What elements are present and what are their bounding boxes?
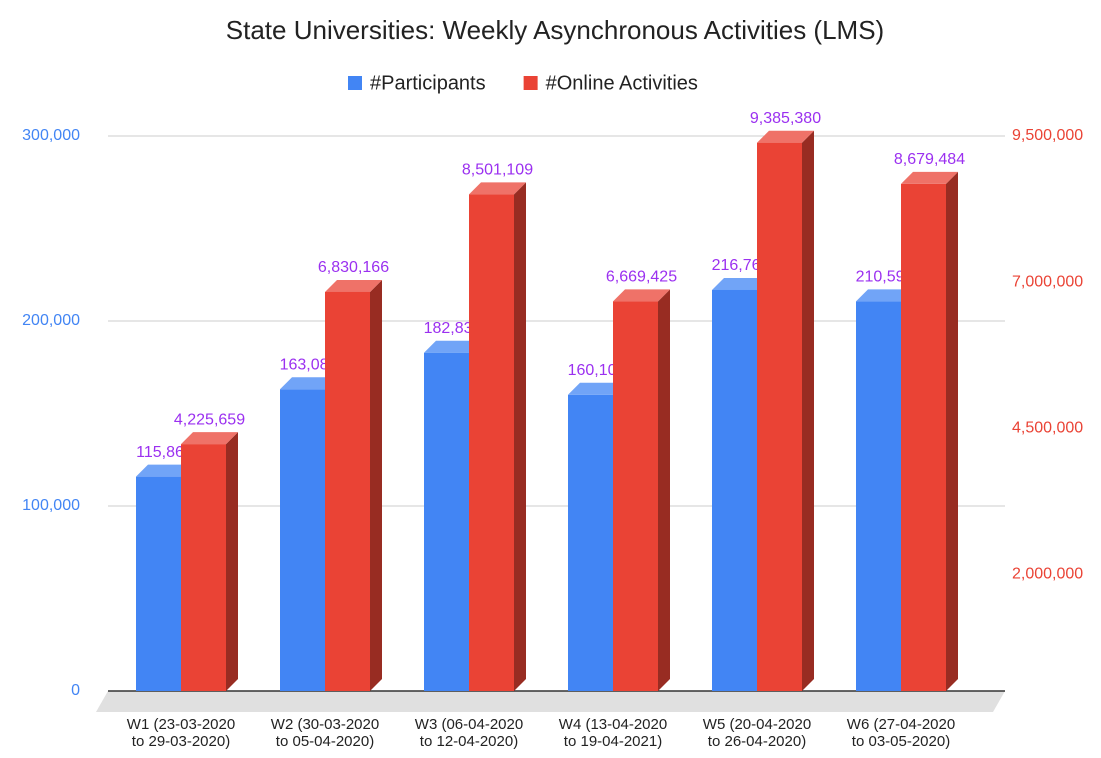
value-label: 160,108 bbox=[568, 362, 626, 379]
bar bbox=[712, 289, 757, 691]
value-label: 210,596 bbox=[856, 269, 914, 286]
value-label: 6,669,425 bbox=[606, 269, 677, 286]
bar-top bbox=[613, 289, 670, 302]
bar-top bbox=[136, 464, 193, 477]
bar-top bbox=[325, 279, 382, 292]
x-tick-label: W1 (23-03-2020 to 29-03-2020) bbox=[126, 716, 236, 750]
bar-top bbox=[856, 289, 913, 302]
y2-tick-label: 7,000,000 bbox=[1012, 273, 1083, 290]
bar-side bbox=[514, 182, 526, 691]
value-label: 163,086 bbox=[280, 357, 338, 374]
bar-side bbox=[226, 432, 238, 691]
bar-top bbox=[181, 432, 238, 445]
bar-side bbox=[370, 279, 382, 691]
value-label: 115,867 bbox=[136, 444, 193, 461]
bar-top bbox=[757, 130, 814, 143]
value-label: 8,501,109 bbox=[462, 162, 533, 179]
value-label: 182,838 bbox=[424, 320, 482, 337]
bar bbox=[280, 389, 325, 691]
x-tick-label: W2 (30-03-2020 to 05-04-2020) bbox=[270, 716, 380, 750]
bar-top bbox=[424, 340, 481, 353]
bar-top bbox=[712, 277, 769, 290]
y-tick-label: 0 bbox=[71, 682, 80, 699]
bar bbox=[757, 142, 802, 691]
y-tick-label: 200,000 bbox=[22, 312, 80, 329]
y-tick-label: 100,000 bbox=[22, 497, 80, 514]
bar bbox=[325, 291, 370, 691]
y2-tick-label: 4,500,000 bbox=[1012, 419, 1083, 436]
value-label: 4,225,659 bbox=[174, 411, 245, 428]
bar-top bbox=[280, 377, 337, 390]
bar bbox=[901, 183, 946, 691]
legend-label: #Participants bbox=[370, 72, 486, 94]
value-label: 8,679,484 bbox=[894, 151, 965, 168]
x-tick-label: W4 (13-04-2020 to 19-04-2021) bbox=[558, 716, 668, 750]
x-tick-label: W5 (20-04-2020 to 26-04-2020) bbox=[702, 716, 812, 750]
bar bbox=[424, 352, 469, 691]
legend-swatch bbox=[523, 76, 538, 90]
bar bbox=[136, 476, 181, 691]
value-label: 9,385,380 bbox=[750, 110, 821, 127]
bar-top bbox=[901, 171, 958, 184]
chart-title: State Universities: Weekly Asynchronous … bbox=[226, 15, 884, 45]
bar-side bbox=[802, 130, 814, 691]
value-label: 216,760 bbox=[712, 257, 770, 274]
bar bbox=[568, 394, 613, 691]
bar-side bbox=[658, 289, 670, 691]
legend-swatch bbox=[348, 76, 362, 90]
y2-tick-label: 9,500,000 bbox=[1012, 127, 1083, 144]
x-tick-label: W6 (27-04-2020 to 03-05-2020) bbox=[846, 716, 956, 750]
floor bbox=[96, 691, 1005, 712]
bar-top bbox=[568, 382, 625, 395]
y-tick-label: 300,000 bbox=[22, 127, 80, 144]
bar bbox=[856, 301, 901, 691]
bar bbox=[469, 194, 514, 691]
legend-label: #Online Activities bbox=[546, 72, 698, 94]
bar bbox=[613, 301, 658, 691]
bar bbox=[181, 444, 226, 691]
bar-side bbox=[946, 171, 958, 691]
bar-top bbox=[469, 182, 526, 195]
x-tick-label: W3 (06-04-2020 to 12-04-2020) bbox=[414, 716, 524, 750]
value-label: 6,830,166 bbox=[318, 259, 389, 276]
y2-tick-label: 2,000,000 bbox=[1012, 565, 1083, 582]
